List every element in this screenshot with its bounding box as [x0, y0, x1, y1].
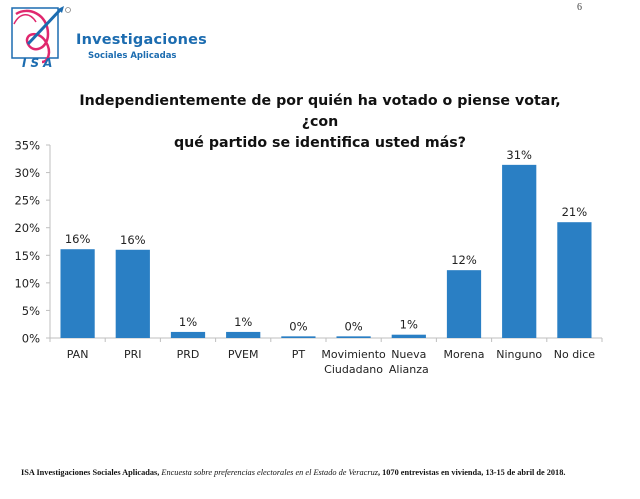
chart-title: Independientemente de por quién ha votad… — [70, 91, 570, 154]
category-label: PAN — [67, 348, 89, 361]
data-label: 31% — [506, 148, 532, 162]
logo-abbreviation: ISA — [22, 56, 57, 70]
bar-morena — [446, 270, 482, 338]
bar-chart: 0%5%10%15%20%25%30%35% 16% 16%1% 1% 0% 0% 1%1… — [14, 139, 603, 376]
footer-details: , 1070 entrevistas en vivienda, 13-15 de… — [377, 468, 566, 477]
data-label: 1% — [234, 315, 252, 329]
y-tick-label: 30% — [14, 166, 40, 180]
chart-title-line-1: Independientemente de por quién ha votad… — [79, 93, 561, 130]
data-labels: 16% 16% 1% 1% 0% 0% 1% 12% 31% 21% — [65, 148, 587, 333]
y-axis: 0% 5% 10% 15% 20% 25% 30% 35% — [14, 139, 51, 346]
data-label: 12% — [451, 253, 477, 267]
data-label: 1% — [400, 318, 418, 332]
bar-nueva-alianza — [391, 334, 426, 338]
category-label: Morena — [444, 348, 485, 361]
data-label: 16% — [120, 233, 146, 247]
logo-subtitle: Sociales Aplicadas — [88, 51, 177, 61]
category-label: Alianza — [389, 363, 429, 376]
category-label: PRI — [124, 348, 142, 361]
bar-pri — [115, 249, 150, 338]
bar-pvem — [226, 331, 261, 338]
y-tick-label: 20% — [14, 221, 40, 235]
logo-name: Investigaciones — [76, 32, 208, 48]
y-tick-label: 15% — [14, 249, 40, 263]
bar-pan — [60, 249, 95, 338]
category-label: Ninguno — [496, 348, 542, 361]
category-label: Movimiento — [321, 348, 386, 361]
bar-no-dice — [557, 222, 592, 338]
footer-org: ISA Investigaciones Sociales Aplicadas, — [21, 468, 160, 477]
chart-title-line-2: qué partido se identifica usted más? — [174, 135, 466, 151]
category-label: PVEM — [228, 348, 259, 361]
data-label: 0% — [344, 319, 362, 333]
data-label: 21% — [562, 205, 588, 219]
data-label: 0% — [289, 319, 307, 333]
y-tick-label: 5% — [22, 304, 40, 318]
bar-movimiento-ciudadano — [336, 336, 371, 338]
bar-ninguno — [502, 164, 537, 338]
y-tick-label: 35% — [14, 139, 40, 153]
y-tick-label: 0% — [22, 332, 40, 346]
category-label: No dice — [554, 348, 596, 361]
category-label: Nueva — [391, 348, 426, 361]
category-label: PRD — [177, 348, 200, 361]
bar-pt — [281, 336, 316, 338]
y-tick-label: 10% — [14, 276, 40, 290]
data-label: 16% — [65, 232, 91, 246]
x-axis — [49, 337, 603, 342]
category-labels: PAN PRI PRD PVEM PT Movimiento Ciudadano Nueva A… — [67, 348, 596, 376]
isa-logo: ISA Investigaciones Sociales Aplicadas — [8, 4, 207, 70]
category-label: Ciudadano — [324, 363, 383, 376]
footer-survey-title: Encuesta sobre preferencias electorales … — [161, 468, 378, 477]
bars — [60, 164, 592, 338]
bar-prd — [170, 331, 206, 338]
data-label: 1% — [179, 315, 197, 329]
isa-logo-icon — [11, 6, 71, 64]
source-footer: ISA Investigaciones Sociales Aplicadas, … — [21, 468, 565, 477]
page-number: 6 — [577, 2, 582, 13]
category-label: PT — [292, 348, 306, 361]
y-tick-label: 25% — [14, 194, 40, 208]
